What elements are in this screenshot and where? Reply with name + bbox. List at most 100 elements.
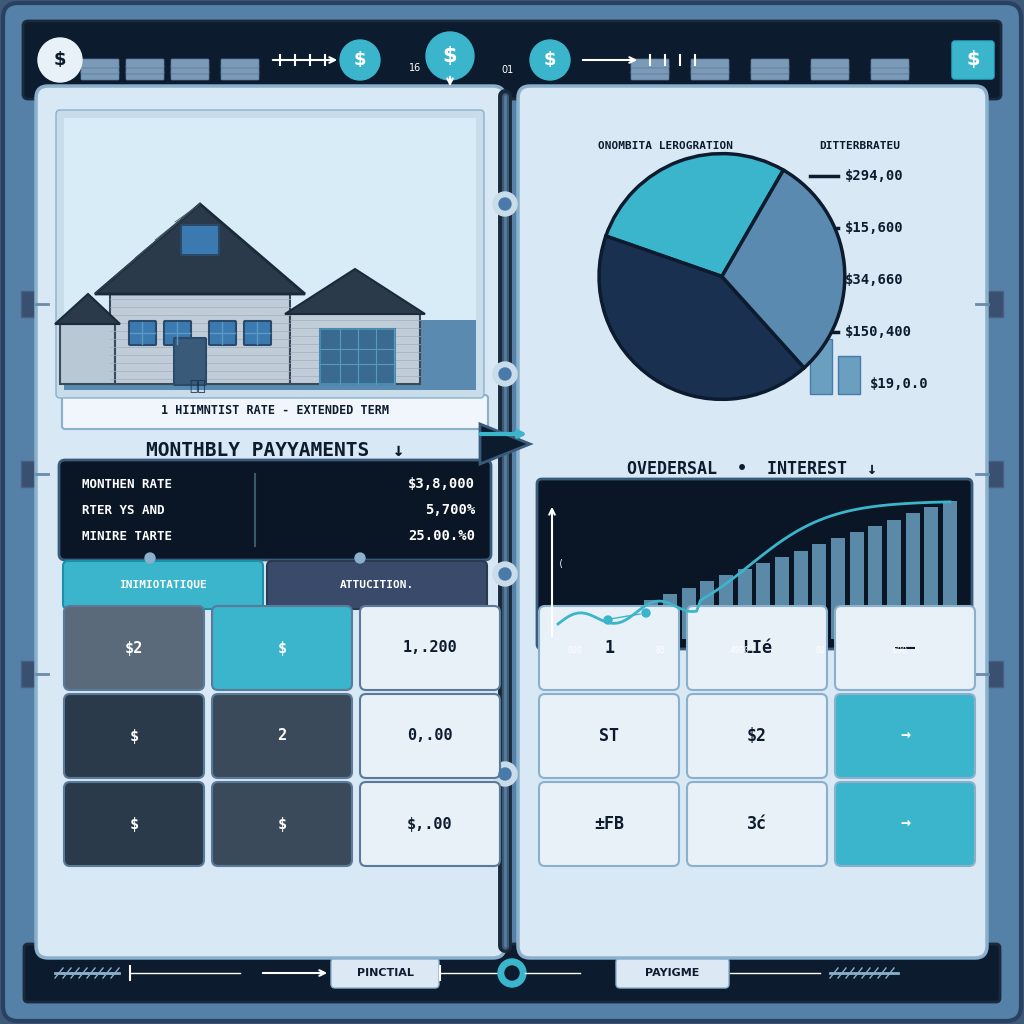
Text: $19,0.0: $19,0.0	[870, 377, 929, 391]
Text: MONTHBLY PAYYAMENTS  ↓: MONTHBLY PAYYAMENTS ↓	[145, 441, 404, 461]
Polygon shape	[110, 294, 290, 384]
Bar	[589, 618, 602, 639]
Bar	[607, 612, 621, 639]
FancyBboxPatch shape	[537, 479, 972, 649]
Text: →: →	[900, 815, 910, 833]
FancyBboxPatch shape	[22, 291, 37, 317]
Text: $2: $2	[125, 640, 143, 655]
Text: $150,400: $150,400	[845, 325, 912, 339]
FancyBboxPatch shape	[221, 65, 259, 74]
Bar	[757, 563, 770, 639]
FancyBboxPatch shape	[810, 339, 831, 394]
FancyBboxPatch shape	[22, 662, 37, 687]
Text: 1: 1	[604, 639, 614, 657]
FancyBboxPatch shape	[129, 321, 156, 345]
Text: 3ć: 3ć	[746, 815, 767, 833]
Wedge shape	[722, 170, 845, 368]
FancyBboxPatch shape	[331, 958, 439, 988]
Wedge shape	[599, 237, 804, 399]
FancyBboxPatch shape	[126, 71, 164, 80]
FancyBboxPatch shape	[221, 71, 259, 80]
FancyBboxPatch shape	[987, 291, 1002, 317]
FancyBboxPatch shape	[811, 59, 849, 68]
FancyBboxPatch shape	[871, 71, 909, 80]
FancyBboxPatch shape	[209, 321, 236, 345]
Text: $2: $2	[746, 727, 767, 745]
Text: INIMIOTATIQUE: INIMIOTATIQUE	[119, 580, 207, 590]
FancyBboxPatch shape	[126, 59, 164, 68]
FancyBboxPatch shape	[244, 321, 271, 345]
Text: PAYIGME: PAYIGME	[645, 968, 699, 978]
Bar	[868, 525, 883, 639]
Bar	[700, 582, 715, 639]
FancyBboxPatch shape	[23, 22, 1001, 99]
Text: $: $	[278, 640, 287, 655]
Text: 600: 600	[893, 646, 907, 655]
FancyBboxPatch shape	[751, 71, 790, 80]
FancyBboxPatch shape	[81, 65, 119, 74]
FancyBboxPatch shape	[171, 71, 209, 80]
Bar	[663, 594, 677, 639]
FancyBboxPatch shape	[539, 606, 679, 690]
FancyBboxPatch shape	[59, 460, 490, 560]
FancyBboxPatch shape	[212, 606, 352, 690]
FancyBboxPatch shape	[181, 225, 219, 255]
Circle shape	[498, 959, 526, 987]
FancyBboxPatch shape	[687, 606, 827, 690]
Text: 1,.200: 1,.200	[402, 640, 458, 655]
Text: $: $	[129, 728, 138, 743]
FancyBboxPatch shape	[631, 65, 669, 74]
Text: ONOMBITA LEROGRATION: ONOMBITA LEROGRATION	[597, 141, 732, 151]
Text: $: $	[53, 51, 67, 69]
Text: MINIRE TARTE: MINIRE TARTE	[82, 529, 172, 543]
FancyBboxPatch shape	[63, 319, 476, 390]
FancyBboxPatch shape	[631, 71, 669, 80]
FancyBboxPatch shape	[631, 59, 669, 68]
FancyBboxPatch shape	[267, 561, 487, 609]
Text: 〰〰: 〰〰	[189, 379, 207, 393]
FancyBboxPatch shape	[171, 65, 209, 74]
Bar	[569, 625, 584, 639]
Text: ST: ST	[599, 727, 618, 745]
Text: ——: ——	[895, 639, 915, 657]
FancyBboxPatch shape	[616, 958, 729, 988]
Text: RTER YS AND: RTER YS AND	[82, 504, 165, 516]
Circle shape	[530, 40, 570, 80]
FancyBboxPatch shape	[319, 329, 395, 384]
FancyBboxPatch shape	[63, 782, 204, 866]
Polygon shape	[60, 324, 115, 384]
Circle shape	[499, 568, 511, 580]
Text: →: →	[900, 727, 910, 745]
Polygon shape	[95, 204, 305, 294]
FancyBboxPatch shape	[24, 944, 1000, 1002]
FancyBboxPatch shape	[171, 59, 209, 68]
FancyBboxPatch shape	[539, 694, 679, 778]
Text: 85: 85	[655, 646, 665, 655]
Polygon shape	[55, 294, 120, 324]
Bar	[682, 588, 695, 639]
Bar	[905, 513, 920, 639]
FancyBboxPatch shape	[835, 606, 975, 690]
Text: $,.00: $,.00	[408, 816, 453, 831]
FancyBboxPatch shape	[221, 59, 259, 68]
Polygon shape	[290, 314, 420, 384]
Text: ±FB: ±FB	[594, 815, 624, 833]
FancyBboxPatch shape	[212, 782, 352, 866]
Bar	[626, 606, 640, 639]
Text: 000: 000	[567, 646, 583, 655]
FancyBboxPatch shape	[751, 65, 790, 74]
Text: ATTUCITION.: ATTUCITION.	[340, 580, 414, 590]
Circle shape	[38, 38, 82, 82]
Text: $: $	[353, 51, 367, 69]
Text: $: $	[967, 50, 980, 70]
Bar	[644, 600, 658, 639]
Circle shape	[340, 40, 380, 80]
FancyBboxPatch shape	[835, 694, 975, 778]
FancyBboxPatch shape	[164, 321, 191, 345]
FancyBboxPatch shape	[81, 59, 119, 68]
Text: 25.00.%0: 25.00.%0	[408, 529, 475, 543]
FancyBboxPatch shape	[691, 59, 729, 68]
Polygon shape	[285, 269, 425, 314]
FancyBboxPatch shape	[687, 694, 827, 778]
Circle shape	[493, 562, 517, 586]
